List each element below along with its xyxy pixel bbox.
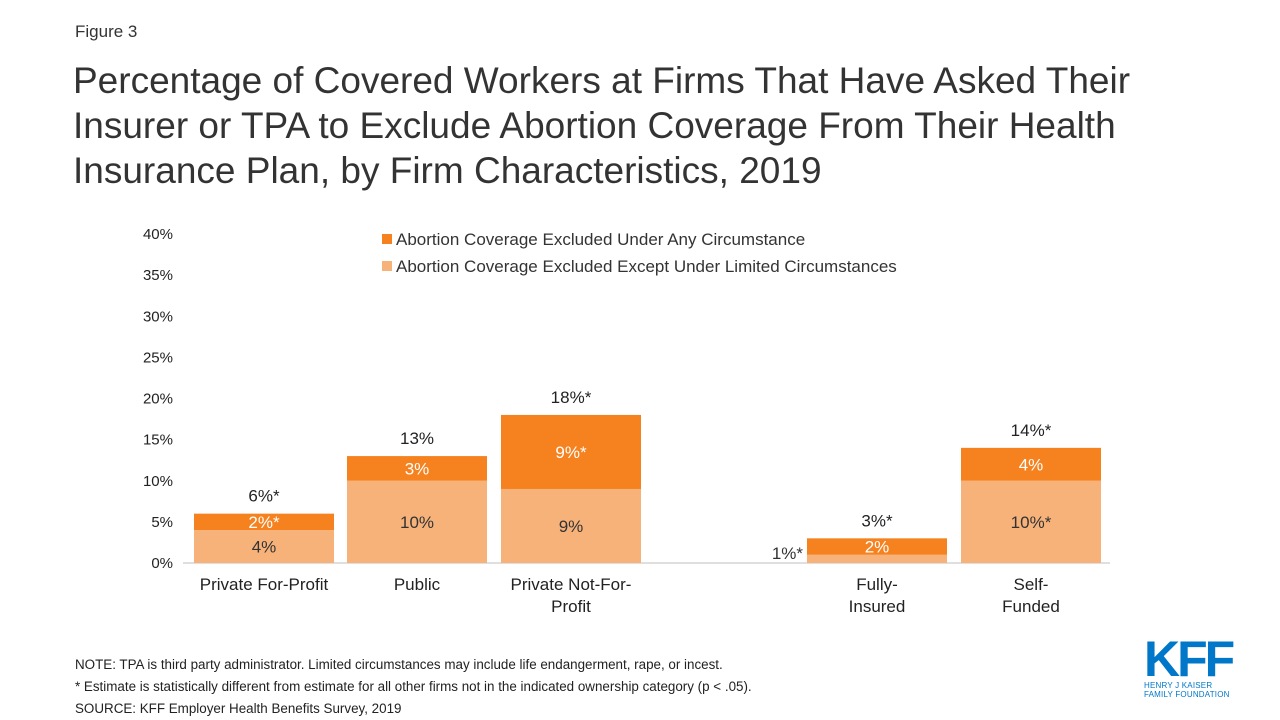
- segment-data-label: 10%: [400, 513, 434, 532]
- bar-segment-limited: [961, 480, 1101, 563]
- asterisk-note: * Estimate is statistically different fr…: [75, 679, 752, 694]
- legend-label: Abortion Coverage Excluded Under Any Cir…: [396, 230, 805, 249]
- segment-data-label: 10%*: [1011, 513, 1052, 532]
- y-tick-label: 5%: [151, 514, 173, 531]
- bar-total-label: 13%: [400, 429, 434, 448]
- bar-segment-any: [347, 456, 487, 481]
- y-tick-label: 35%: [143, 267, 173, 284]
- figure-label: Figure 3: [75, 22, 138, 41]
- segment-data-label: 4%: [252, 538, 277, 557]
- bar-segment-any: [807, 538, 947, 555]
- bar-segment-any: [194, 513, 334, 531]
- stacked-bar-chart: 0% 5% 10% 15% 20% 25% 30% 35% 40% 4% 2%* 6%* Private…: [143, 226, 1110, 616]
- y-tick-label: 15%: [143, 432, 173, 449]
- segment-data-label: 4%: [1019, 455, 1044, 474]
- y-tick-label: 20%: [143, 391, 173, 408]
- bar-segment-limited: [501, 488, 641, 563]
- x-category-label: Private Not-For-: [511, 575, 632, 594]
- kff-logo: KFF HENRY J KAISER FAMILY FOUNDATION: [1144, 631, 1244, 699]
- logo-wordmark: KFF: [1144, 631, 1235, 687]
- bar-total-label: 18%*: [551, 388, 592, 407]
- bar-total-label: 6%*: [248, 487, 280, 506]
- bar-segment-any: [961, 447, 1101, 481]
- x-category-label: Funded: [1002, 597, 1060, 616]
- bar-total-label: 3%*: [861, 511, 893, 530]
- segment-data-label: 3%: [405, 459, 430, 478]
- legend-swatch: [382, 261, 392, 271]
- bar-total-label: 14%*: [1011, 421, 1052, 440]
- logo-line-2: FAMILY FOUNDATION: [1144, 690, 1230, 699]
- segment-data-label: 1%*: [772, 544, 804, 563]
- segment-data-label: 9%*: [555, 443, 587, 462]
- segment-data-label: 9%: [559, 517, 584, 536]
- note-text: NOTE: TPA is third party administrator. …: [75, 657, 723, 672]
- chart-title: Percentage of Covered Workers at Firms T…: [73, 60, 1131, 191]
- y-tick-label: 25%: [143, 349, 173, 366]
- segment-data-label: 2%: [865, 538, 890, 557]
- bar-segment-limited: [807, 554, 947, 563]
- chart-notes: NOTE: TPA is third party administrator. …: [75, 654, 1105, 720]
- x-category-label: Public: [394, 575, 441, 594]
- x-category-label: Fully-: [856, 575, 898, 594]
- x-category-label: Insured: [849, 597, 906, 616]
- x-category-label: Self-: [1014, 575, 1049, 594]
- y-tick-label: 10%: [143, 473, 173, 490]
- y-tick-label: 0%: [151, 555, 173, 572]
- bar-segment-limited: [347, 480, 487, 563]
- source-text: SOURCE: KFF Employer Health Benefits Sur…: [75, 701, 402, 716]
- bar-segment-limited: [194, 530, 334, 563]
- legend-label: Abortion Coverage Excluded Except Under …: [396, 257, 897, 276]
- x-category-label: Profit: [551, 597, 591, 616]
- logo-line-1: HENRY J KAISER: [1144, 681, 1213, 690]
- legend-swatch: [382, 234, 392, 244]
- segment-data-label: 2%*: [248, 513, 280, 532]
- bar-segment-any: [501, 414, 641, 489]
- y-tick-label: 30%: [143, 308, 173, 325]
- y-tick-label: 40%: [143, 226, 173, 243]
- x-category-label: Private For-Profit: [200, 575, 329, 594]
